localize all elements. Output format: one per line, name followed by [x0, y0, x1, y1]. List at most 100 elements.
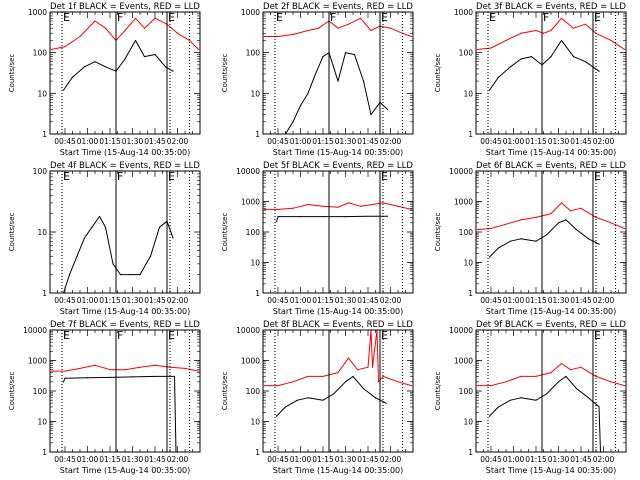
lld-data-point — [505, 39, 507, 42]
y-tick-label: 100 — [459, 228, 474, 237]
events-data-point — [62, 89, 65, 91]
x-tick-label: 00:45 — [267, 296, 289, 305]
chart-title: Det 5f BLACK = Events, RED = LLD — [263, 161, 413, 171]
x-axis-title: Start Time (15-Aug-14 00:35:00) — [60, 307, 191, 316]
lld-data-point — [50, 370, 53, 372]
x-tick-label: 01:00 — [290, 296, 312, 305]
y-tick-label: 100 — [246, 387, 261, 396]
lld-data-point — [580, 207, 582, 209]
x-tick-label: 01:15 — [525, 296, 547, 305]
x-tick-label: 01:30 — [122, 455, 144, 464]
events-data-point — [119, 274, 122, 276]
x-tick-label: 01:15 — [99, 296, 121, 305]
events-data-point — [535, 240, 537, 242]
events-data-point — [68, 274, 71, 276]
x-tick-label: 01:30 — [548, 137, 570, 146]
lld-data-point — [359, 17, 362, 19]
events-data-point — [344, 52, 347, 54]
lld-data-point — [371, 366, 374, 368]
x-tick-label: 01:15 — [312, 296, 334, 305]
chart-title: Det 7f BLACK = Events, RED = LLD — [50, 320, 200, 330]
lld-data-point — [64, 46, 66, 48]
x-tick-label: 01:00 — [77, 455, 99, 464]
events-data-point — [385, 402, 387, 404]
x-axis-title: Start Time (15-Aug-14 00:35:00) — [486, 148, 617, 157]
events-data-point — [134, 39, 137, 42]
x-tick-label: 00:45 — [54, 137, 76, 146]
events-series-line — [276, 215, 388, 222]
marker-label: F — [117, 329, 123, 342]
y-tick-label: 100 — [33, 167, 48, 176]
chart-panel-6: Det 6f BLACK = Events, RED = LLD Counts/s… — [434, 161, 627, 316]
series-group — [476, 202, 626, 258]
y-axis-title: Counts/sec — [8, 54, 16, 93]
y-tick-label: 10 — [463, 259, 473, 268]
marker-label: E — [63, 11, 70, 24]
y-axis-title: Counts/sec — [434, 372, 442, 411]
y-tick-label: 10000 — [449, 326, 473, 335]
events-data-point — [520, 58, 522, 60]
y-tick-label: 1 — [255, 289, 260, 298]
events-data-point — [575, 387, 578, 390]
lld-data-point — [535, 29, 537, 32]
events-data-point — [520, 397, 522, 399]
events-data-point — [104, 226, 107, 228]
lld-data-point — [337, 27, 339, 29]
y-tick-label: 1000 — [28, 8, 47, 17]
events-series-line — [489, 375, 601, 452]
lld-data-point — [410, 208, 413, 211]
lld-data-point — [184, 367, 186, 370]
y-tick-label: 100 — [33, 387, 48, 396]
x-tick-label: 02:00 — [380, 296, 402, 305]
lld-data-point — [397, 381, 399, 383]
x-axis-title: Start Time (15-Aug-14 00:35:00) — [273, 466, 404, 475]
y-tick-label: 1000 — [241, 8, 260, 17]
events-data-point — [535, 399, 537, 401]
events-data-point — [296, 399, 299, 401]
events-data-point — [322, 215, 324, 218]
events-series-line — [63, 215, 174, 293]
lld-data-point — [197, 370, 200, 372]
lld-data-point — [377, 381, 380, 383]
x-tick-label: 01:00 — [290, 137, 312, 146]
marker-label: E — [381, 11, 388, 24]
x-tick-label: 02:00 — [380, 137, 402, 146]
events-data-point — [314, 73, 317, 75]
y-tick-label: 1000 — [454, 357, 473, 366]
plot-frame — [49, 329, 201, 453]
series-group — [263, 202, 413, 223]
lld-data-point — [337, 206, 339, 208]
lld-data-point — [263, 35, 266, 38]
lld-data-point — [476, 228, 479, 231]
lld-data-point — [124, 29, 126, 32]
chart-title: Det 6f BLACK = Events, RED = LLD — [476, 161, 626, 171]
y-tick-label: 100 — [246, 49, 261, 58]
x-tick-label: 01:00 — [503, 296, 525, 305]
chart-panel-4: Det 4f BLACK = Events, RED = LLD Counts/s… — [8, 161, 201, 316]
marker-label: E — [168, 170, 175, 183]
lld-data-point — [347, 357, 350, 359]
events-data-point — [94, 61, 96, 63]
chart-title: Det 4f BLACK = Events, RED = LLD — [50, 161, 200, 171]
marker-label: F — [330, 11, 336, 24]
events-data-point — [131, 376, 134, 378]
plot-frame — [475, 11, 627, 135]
lld-data-point — [560, 202, 563, 204]
series-group — [263, 17, 413, 134]
events-data-point — [322, 399, 324, 401]
lld-data-point — [277, 385, 279, 387]
events-data-point — [128, 274, 131, 276]
x-tick-label: 02:00 — [380, 455, 402, 464]
events-data-point — [353, 53, 356, 56]
chart-title: Det 2f BLACK = Events, RED = LLD — [263, 2, 413, 12]
lld-data-point — [50, 48, 53, 51]
events-data-point — [545, 234, 548, 236]
x-tick-label: 01:45 — [144, 137, 166, 146]
plot-frame — [475, 329, 627, 453]
y-tick-label: 1000 — [241, 357, 260, 366]
lld-data-point — [104, 27, 107, 29]
events-data-point — [154, 375, 156, 378]
lld-data-point — [277, 208, 279, 211]
lld-data-point — [569, 369, 572, 371]
marker-label: E — [381, 170, 388, 183]
